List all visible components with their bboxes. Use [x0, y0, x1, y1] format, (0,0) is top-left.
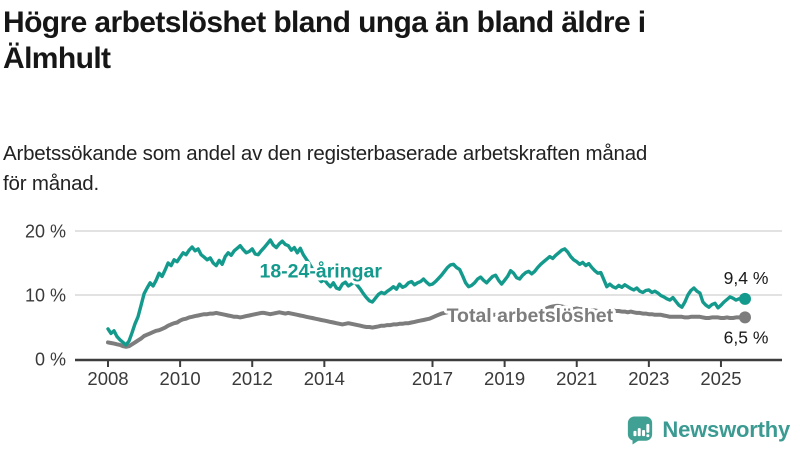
series-label-total: Total arbetslöshet [447, 305, 614, 327]
x-tick-label: 2017 [412, 368, 453, 389]
x-tick-label: 2012 [232, 368, 273, 389]
newsworthy-logo-text: Newsworthy [662, 417, 790, 442]
series-end-dot-18-24 [739, 292, 751, 305]
subtitle-line-2: för månad. [3, 171, 99, 195]
series-end-value-18-24: 9,4 % [724, 268, 769, 288]
x-tick-label: 2014 [304, 368, 345, 389]
x-tick-label: 2021 [556, 368, 597, 389]
page-title: Högre arbetslöshet bland unga än bland ä… [3, 5, 783, 77]
series-line-total [106, 303, 747, 349]
x-tick-label: 2008 [87, 368, 128, 389]
y-tick-label: 0 % [35, 350, 66, 370]
title-line-2: Älmhult [3, 42, 111, 75]
series-line-18-24 [106, 238, 747, 347]
chart-subtitle: Arbetssökande som andel av den registerb… [3, 139, 783, 198]
x-tick-label: 2010 [160, 368, 201, 389]
x-tick-label: 2025 [700, 368, 741, 389]
x-tick-label: 2019 [484, 368, 525, 389]
y-tick-label: 10 % [25, 286, 66, 306]
newsworthy-branding: Newsworthy [626, 415, 790, 445]
x-tick-label: 2023 [628, 368, 669, 389]
title-line-1: Högre arbetslöshet bland unga än bland ä… [3, 6, 646, 39]
series-end-dot-total [739, 311, 751, 324]
series-end-value-total: 6,5 % [724, 327, 769, 347]
series-label-18-24: 18-24-åringar [259, 260, 382, 283]
subtitle-line-1: Arbetssökande som andel av den registerb… [3, 142, 648, 165]
unemployment-line-chart: 2008 2010 2012 2014 2017 2019 2021 2023 2025 0 % 1… [25, 222, 782, 389]
y-tick-label: 20 % [25, 222, 66, 242]
newsworthy-logo-icon [628, 416, 653, 445]
